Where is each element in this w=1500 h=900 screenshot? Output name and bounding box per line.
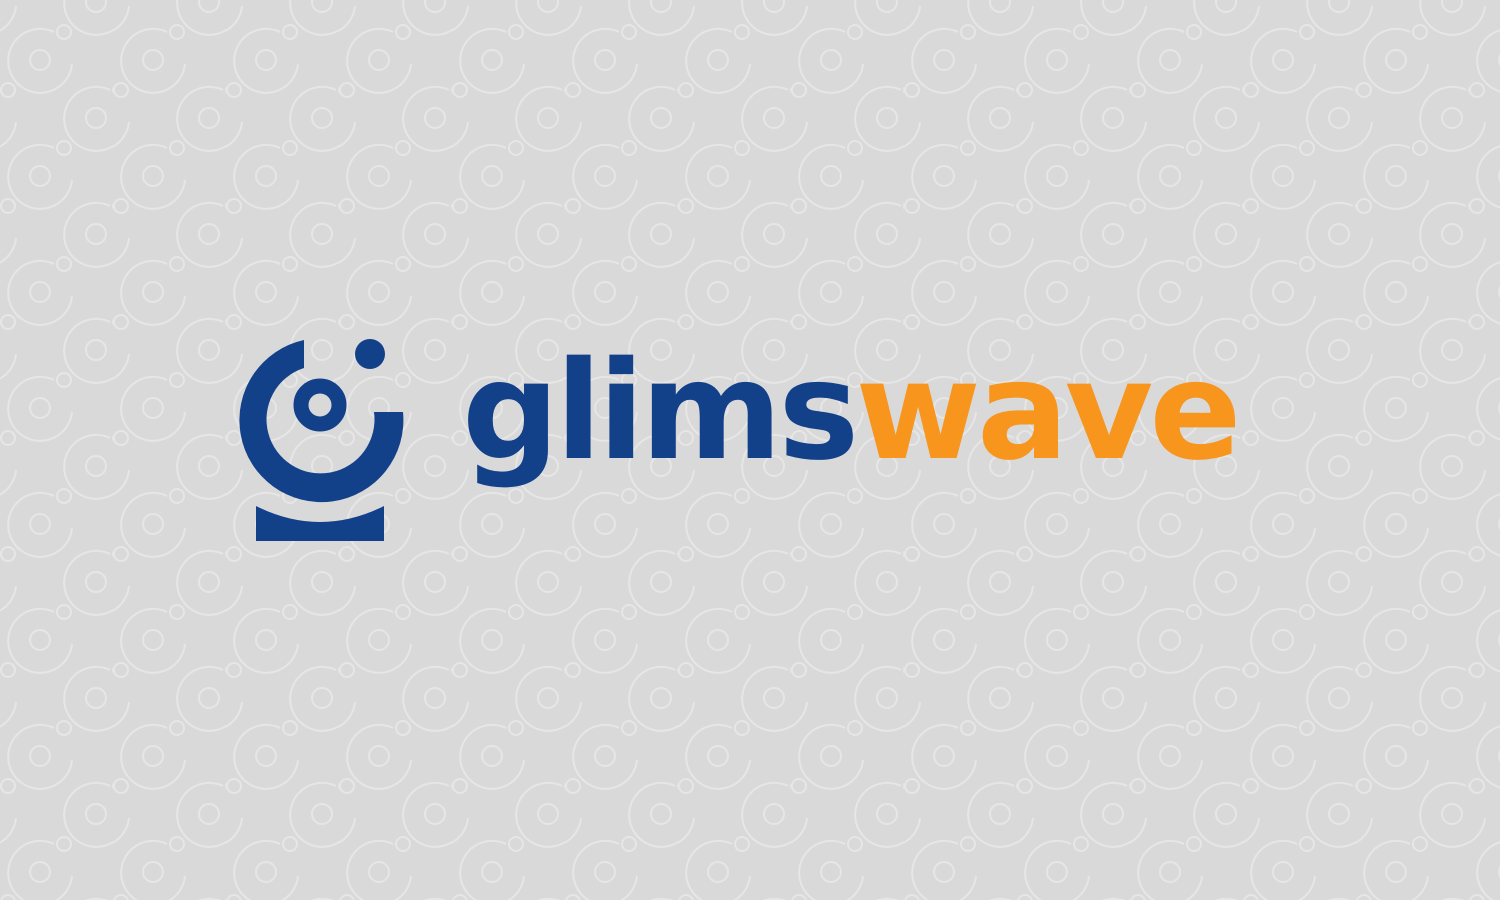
- wordmark-glims: glims: [462, 333, 859, 491]
- glimswave-logo: glimswave: [238, 336, 1278, 546]
- wordmark: glimswave: [462, 344, 1242, 480]
- wordmark-wave: wave: [855, 333, 1241, 491]
- glimswave-mark-icon: [239, 339, 404, 541]
